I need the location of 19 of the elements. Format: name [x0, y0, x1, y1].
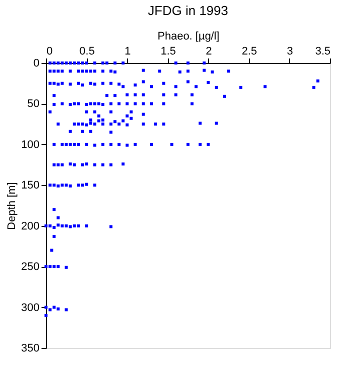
x-tick-label: 3: [286, 46, 293, 58]
y-tick-label: 300: [21, 302, 40, 314]
y-tick-label: 100: [21, 138, 40, 151]
y-tick-label: 350: [21, 342, 40, 354]
y-tick-label: 200: [21, 220, 40, 232]
x-tick-label: 3.5: [315, 46, 330, 58]
y-tick-label: 250: [21, 261, 40, 274]
x-tick-label: 1.5: [160, 46, 176, 58]
y-tick-label: 0: [33, 58, 40, 70]
y-axis-title: Depth [m]: [6, 182, 18, 230]
x-tick-label: 1: [124, 46, 131, 58]
y-tick-label: 150: [21, 180, 40, 192]
x-tick-label: 0: [46, 46, 53, 58]
x-tick-label: 2.5: [242, 46, 258, 58]
x-tick-label: 0.5: [79, 46, 95, 58]
x-tick-label: 2: [206, 46, 212, 58]
y-tick-label: 50: [27, 98, 40, 110]
x-axis-title: Phaeo. [µg/l]: [158, 30, 220, 42]
chart-title: JFDG in 1993: [148, 3, 228, 18]
